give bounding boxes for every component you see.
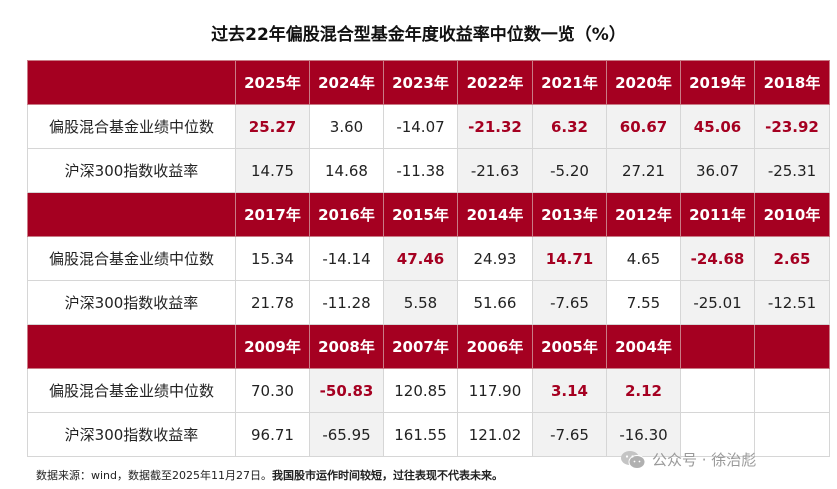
csi300-return-cell: -5.20: [532, 148, 607, 193]
csi300-return-cell: -65.95: [309, 412, 384, 457]
csi300-return-row: 沪深300指数收益率 14.75 14.68 -11.38 -21.63 -5.20 27.…: [27, 148, 830, 193]
csi300-return-cell: 51.66: [457, 280, 533, 325]
csi300-return-cell: -11.28: [309, 280, 384, 325]
csi300-return-cell: 161.55: [383, 412, 458, 457]
csi300-return-cell: -7.65: [532, 412, 607, 457]
fund-median-cell: -23.92: [754, 104, 830, 149]
csi300-return-cell: 121.02: [457, 412, 533, 457]
fund-median-row: 偏股混合基金业绩中位数 25.27 3.60 -14.07 -21.32 6.32 60.6…: [27, 104, 830, 149]
header-corner-cell: [27, 192, 236, 237]
watermark: 公众号 · 徐治彪: [620, 449, 756, 470]
year-header-cell: 2014年: [457, 192, 533, 237]
fund-median-cell: 2.65: [754, 236, 830, 281]
csi300-return-cell: 14.75: [235, 148, 310, 193]
fund-median-cell: 70.30: [235, 368, 310, 413]
year-header-cell: 2012年: [606, 192, 681, 237]
year-header-cell: 2011年: [680, 192, 755, 237]
source-text: 数据来源：wind，数据截至2025年11月27日。: [36, 469, 272, 482]
fund-median-cell: -14.07: [383, 104, 458, 149]
row-label: 偏股混合基金业绩中位数: [27, 236, 236, 281]
year-header-cell: 2008年: [309, 324, 384, 369]
footer-note: 数据来源：wind，数据截至2025年11月27日。我国股市运作时间较短，过往表…: [36, 467, 503, 483]
header-corner-cell: [27, 60, 236, 105]
fund-median-cell: -24.68: [680, 236, 755, 281]
fund-median-row: 偏股混合基金业绩中位数 70.30 -50.83 120.85 117.90 3.14 2.…: [27, 368, 830, 413]
year-header-cell: 2010年: [754, 192, 830, 237]
year-header-cell: 2022年: [457, 60, 533, 105]
fund-median-cell: 25.27: [235, 104, 310, 149]
fund-median-cell: [680, 368, 755, 413]
year-header-cell: 2009年: [235, 324, 310, 369]
csi300-return-cell: -12.51: [754, 280, 830, 325]
returns-table: 2025年 2024年 2023年 2022年 2021年 2020年 2019年 2018年…: [27, 60, 830, 457]
header-corner-cell: [27, 324, 236, 369]
fund-median-cell: 60.67: [606, 104, 681, 149]
fund-median-cell: 6.32: [532, 104, 607, 149]
row-label: 沪深300指数收益率: [27, 280, 236, 325]
year-header-cell: 2015年: [383, 192, 458, 237]
csi300-return-cell: [680, 412, 755, 457]
csi300-return-cell: 36.07: [680, 148, 755, 193]
year-header-cell: 2016年: [309, 192, 384, 237]
fund-median-cell: 24.93: [457, 236, 533, 281]
csi300-return-cell: 21.78: [235, 280, 310, 325]
csi300-return-cell: -16.30: [606, 412, 681, 457]
year-header-cell: 2005年: [532, 324, 607, 369]
fund-median-cell: [754, 368, 830, 413]
fund-median-cell: 117.90: [457, 368, 533, 413]
csi300-return-cell: -21.63: [457, 148, 533, 193]
year-header-cell: 2006年: [457, 324, 533, 369]
fund-median-cell: 14.71: [532, 236, 607, 281]
csi300-return-cell: -11.38: [383, 148, 458, 193]
fund-median-cell: -21.32: [457, 104, 533, 149]
fund-median-cell: -50.83: [309, 368, 384, 413]
year-header-cell: 2020年: [606, 60, 681, 105]
fund-median-cell: 45.06: [680, 104, 755, 149]
fund-median-cell: 3.14: [532, 368, 607, 413]
row-label: 偏股混合基金业绩中位数: [27, 368, 236, 413]
csi300-return-cell: -25.31: [754, 148, 830, 193]
year-header-cell: 2024年: [309, 60, 384, 105]
year-header-row: 2025年 2024年 2023年 2022年 2021年 2020年 2019年 2018年: [27, 60, 830, 105]
year-header-cell: [680, 324, 755, 369]
csi300-return-row: 沪深300指数收益率 21.78 -11.28 5.58 51.66 -7.65 7.55-…: [27, 280, 830, 325]
row-label: 沪深300指数收益率: [27, 148, 236, 193]
csi300-return-cell: 5.58: [383, 280, 458, 325]
year-header-row: 2017年 2016年 2015年 2014年 2013年 2012年 2011年 2010年: [27, 192, 830, 237]
csi300-return-cell: -7.65: [532, 280, 607, 325]
fund-median-row: 偏股混合基金业绩中位数 15.34 -14.14 47.46 24.93 14.71 4.6…: [27, 236, 830, 281]
row-label: 偏股混合基金业绩中位数: [27, 104, 236, 149]
year-header-cell: 2004年: [606, 324, 681, 369]
row-label: 沪深300指数收益率: [27, 412, 236, 457]
csi300-return-row: 沪深300指数收益率 96.71 -65.95 161.55 121.02 -7.65 -1…: [27, 412, 830, 457]
fund-median-cell: 120.85: [383, 368, 458, 413]
year-header-cell: 2017年: [235, 192, 310, 237]
year-header-cell: 2007年: [383, 324, 458, 369]
fund-median-cell: 2.12: [606, 368, 681, 413]
fund-median-cell: 3.60: [309, 104, 384, 149]
year-header-cell: 2018年: [754, 60, 830, 105]
csi300-return-cell: 7.55: [606, 280, 681, 325]
csi300-return-cell: 14.68: [309, 148, 384, 193]
csi300-return-cell: 96.71: [235, 412, 310, 457]
fund-median-cell: 47.46: [383, 236, 458, 281]
csi300-return-cell: [754, 412, 830, 457]
wechat-icon: [621, 450, 646, 469]
csi300-return-cell: -25.01: [680, 280, 755, 325]
year-header-cell: [754, 324, 830, 369]
year-header-cell: 2023年: [383, 60, 458, 105]
year-header-row: 2009年 2008年 2007年 2006年 2005年 2004年: [27, 324, 830, 369]
watermark-text: 公众号 · 徐治彪: [652, 451, 757, 469]
year-header-cell: 2025年: [235, 60, 310, 105]
disclaimer-text: 我国股市运作时间较短，过往表现不代表未来。: [272, 469, 503, 482]
table-title: 过去22年偏股混合型基金年度收益率中位数一览（%）: [211, 25, 626, 45]
csi300-return-cell: 27.21: [606, 148, 681, 193]
fund-median-cell: 15.34: [235, 236, 310, 281]
year-header-cell: 2021年: [532, 60, 607, 105]
fund-median-cell: 4.65: [606, 236, 681, 281]
year-header-cell: 2019年: [680, 60, 755, 105]
fund-median-cell: -14.14: [309, 236, 384, 281]
year-header-cell: 2013年: [532, 192, 607, 237]
